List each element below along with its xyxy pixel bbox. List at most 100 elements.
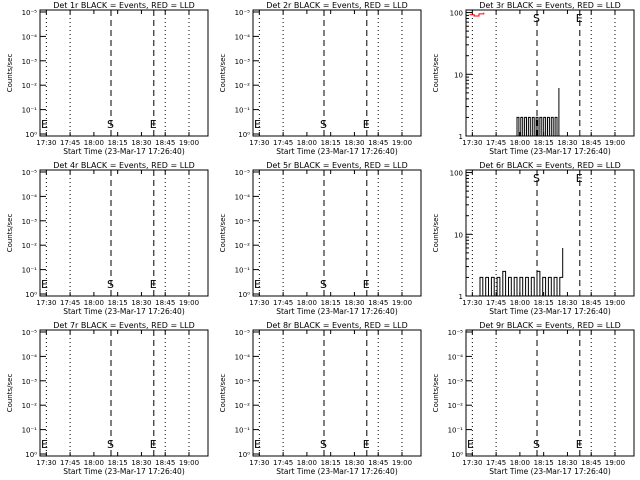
x-tick-label: 17:30: [36, 139, 56, 147]
x-tick-label: 18:15: [108, 459, 128, 467]
x-tick-label: 17:30: [249, 299, 269, 307]
x-tick-label: 17:45: [486, 139, 506, 147]
start-marker-label: S: [533, 12, 540, 25]
x-tick-label: 17:30: [462, 139, 482, 147]
x-axis-label: Start Time (23-Mar-17 17:26:40): [63, 467, 185, 476]
chart-panel-5: Det 5r BLACK = Events, RED = LLD 17:30 17:…: [219, 161, 422, 316]
x-tick-label: 17:45: [60, 459, 80, 467]
end-marker-label: E: [150, 438, 157, 451]
y-axis-label: Counts/sec: [432, 374, 440, 413]
x-tick-label: 18:45: [581, 139, 601, 147]
x-axis-label: Start Time (23-Mar-17 17:26:40): [63, 147, 185, 156]
x-tick-label: 18:15: [321, 139, 341, 147]
chart-panel-3: Det 3r BLACK = Events, RED = LLD 17:30 17:…: [432, 1, 635, 156]
chart-panel-9: Det 9r BLACK = Events, RED = LLD 17:30 17:…: [432, 321, 635, 476]
x-tick-label: 18:30: [344, 139, 364, 147]
x-tick-label: 17:45: [60, 299, 80, 307]
y-tick-label: 10⁻⁴: [22, 193, 38, 201]
y-tick-label: 10⁻¹: [22, 267, 38, 275]
x-tick-label: 18:30: [557, 299, 577, 307]
chart-title: Det 9r BLACK = Events, RED = LLD: [479, 321, 621, 330]
y-tick-label: 10⁻²: [22, 242, 38, 250]
x-tick-label: 18:15: [321, 459, 341, 467]
events-series-line: [477, 248, 564, 297]
y-tick-label: 10: [454, 231, 463, 239]
edge-marker-label: E: [254, 278, 261, 291]
chart-panel-6: Det 6r BLACK = Events, RED = LLD 17:30 17:…: [432, 161, 635, 316]
y-axis-label: Counts/sec: [6, 374, 14, 413]
x-tick-label: 18:30: [344, 459, 364, 467]
y-tick-label: 10⁻¹: [22, 107, 38, 115]
y-tick-label: 10⁻³: [22, 378, 38, 386]
plot-frame: [252, 329, 422, 457]
edge-marker-label: E: [41, 438, 48, 451]
x-tick-label: 19:00: [605, 459, 625, 467]
x-tick-label: 18:45: [155, 299, 175, 307]
y-tick-label: 10⁻⁵: [22, 169, 38, 177]
x-tick-label: 19:00: [179, 459, 199, 467]
x-tick-label: 19:00: [179, 299, 199, 307]
chart-title: Det 3r BLACK = Events, RED = LLD: [479, 1, 621, 10]
x-tick-label: 18:30: [131, 139, 151, 147]
end-marker-label: E: [363, 438, 370, 451]
y-tick-label: 10⁻¹: [235, 107, 251, 115]
y-axis-label: Counts/sec: [219, 54, 227, 93]
chart-title: Det 6r BLACK = Events, RED = LLD: [479, 161, 621, 170]
x-tick-label: 18:30: [131, 459, 151, 467]
x-tick-label: 17:30: [36, 459, 56, 467]
x-axis-label: Start Time (23-Mar-17 17:26:40): [276, 467, 398, 476]
x-tick-label: 17:30: [462, 459, 482, 467]
x-tick-label: 18:00: [297, 459, 317, 467]
edge-marker-label: E: [41, 278, 48, 291]
events-series-line: [515, 88, 560, 137]
x-tick-label: 18:00: [84, 459, 104, 467]
x-tick-label: 18:30: [557, 139, 577, 147]
plot-frame: [465, 9, 635, 137]
y-tick-label: 10⁻³: [235, 378, 251, 386]
y-tick-label: 10⁻⁵: [22, 329, 38, 337]
x-axis-label: Start Time (23-Mar-17 17:26:40): [63, 307, 185, 316]
x-tick-label: 18:30: [131, 299, 151, 307]
chart-title: Det 2r BLACK = Events, RED = LLD: [266, 1, 408, 10]
x-axis-label: Start Time (23-Mar-17 17:26:40): [276, 147, 398, 156]
start-marker-label: S: [533, 438, 540, 451]
x-tick-label: 18:30: [557, 459, 577, 467]
y-tick-label: 10⁻⁴: [22, 33, 38, 41]
lld-series-line: [469, 12, 485, 17]
start-marker-label: S: [320, 118, 327, 131]
x-tick-label: 18:45: [581, 459, 601, 467]
y-tick-label: 10⁻⁵: [448, 329, 464, 337]
y-tick-label: 1: [459, 293, 463, 301]
x-tick-label: 18:45: [368, 459, 388, 467]
x-tick-label: 18:45: [581, 299, 601, 307]
x-tick-label: 18:00: [297, 139, 317, 147]
edge-marker-label: E: [467, 438, 474, 451]
start-marker-label: S: [533, 172, 540, 185]
x-tick-label: 18:45: [368, 299, 388, 307]
x-tick-label: 19:00: [392, 459, 412, 467]
start-marker-label: S: [320, 438, 327, 451]
y-tick-label: 10⁻²: [235, 242, 251, 250]
chart-title: Det 8r BLACK = Events, RED = LLD: [266, 321, 408, 330]
y-tick-label: 10⁻⁴: [22, 353, 38, 361]
x-tick-label: 17:45: [273, 139, 293, 147]
end-marker-label: E: [363, 278, 370, 291]
x-tick-label: 17:45: [273, 299, 293, 307]
end-marker-label: E: [576, 12, 583, 25]
y-tick-label: 10⁻¹: [448, 427, 464, 435]
y-tick-label: 10⁰: [238, 451, 250, 459]
y-tick-label: 10⁰: [238, 291, 250, 299]
x-tick-label: 18:45: [155, 139, 175, 147]
x-axis-label: Start Time (23-Mar-17 17:26:40): [276, 307, 398, 316]
chart-panel-4: Det 4r BLACK = Events, RED = LLD 17:30 17:…: [6, 161, 209, 316]
y-tick-label: 10⁻³: [235, 58, 251, 66]
plot-frame: [39, 169, 209, 297]
x-tick-label: 18:30: [344, 299, 364, 307]
start-marker-label: S: [320, 278, 327, 291]
chart-title: Det 4r BLACK = Events, RED = LLD: [53, 161, 195, 170]
y-tick-label: 10⁻³: [235, 218, 251, 226]
x-tick-label: 18:15: [534, 459, 554, 467]
end-marker-label: E: [576, 172, 583, 185]
end-marker-label: E: [150, 118, 157, 131]
